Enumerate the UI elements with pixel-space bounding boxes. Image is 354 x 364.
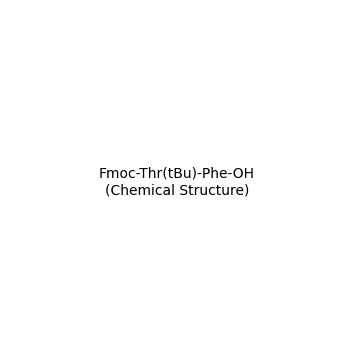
Text: Fmoc-Thr(tBu)-Phe-OH
(Chemical Structure): Fmoc-Thr(tBu)-Phe-OH (Chemical Structure… [99,167,255,197]
